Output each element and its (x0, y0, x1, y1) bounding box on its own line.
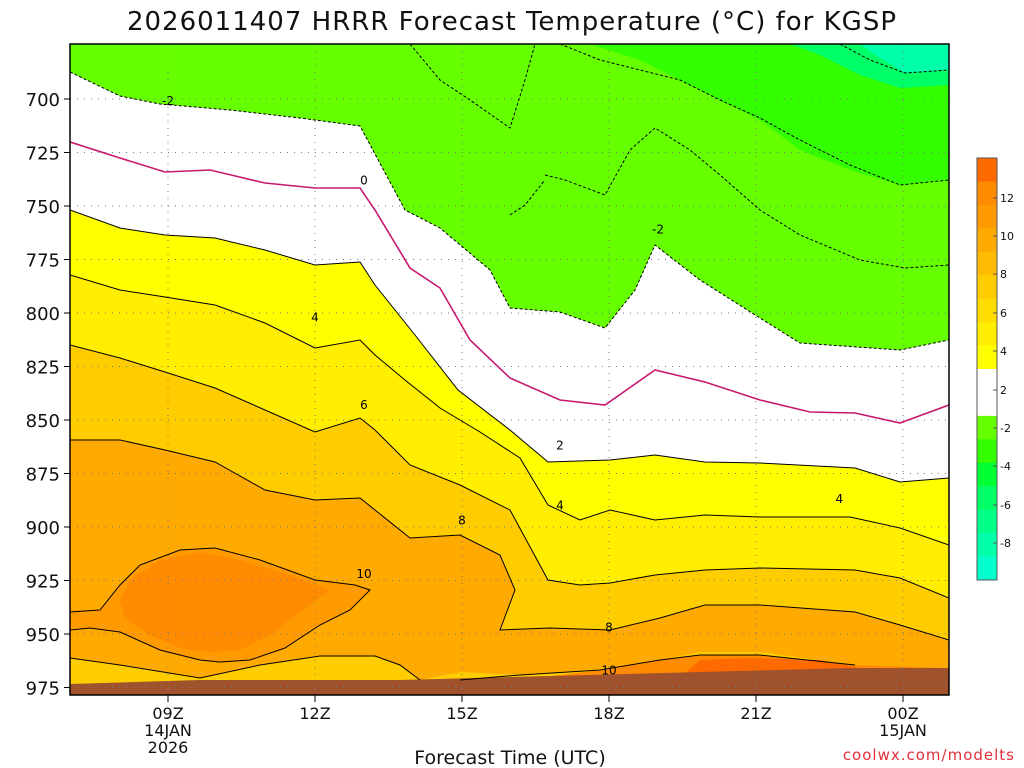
colorbar-label: 4 (1000, 345, 1007, 358)
region-minus-2-to-minus-4 (70, 44, 949, 350)
y-tick-label: 800 (26, 304, 60, 325)
isotherm-10-core (70, 547, 371, 663)
colorbar-band (977, 181, 997, 206)
colorbar-band (977, 158, 997, 182)
colorbar-label: -8 (1000, 537, 1011, 550)
x-tick-label: 21Z (740, 704, 771, 723)
colorbar-label: 10 (1000, 230, 1014, 243)
x-tick-label: 2026 (148, 738, 189, 757)
isotherm-8 (70, 439, 949, 641)
colorbar-label: 8 (1000, 268, 1007, 281)
y-tick-label: 750 (26, 197, 60, 218)
colorbar-label: -2 (1000, 422, 1011, 435)
colorbar-band (977, 298, 997, 323)
colorbar-band (977, 322, 997, 347)
colorbar-band (977, 204, 997, 229)
x-axis-title: Forecast Time (UTC) (414, 747, 605, 768)
y-tick-label: 900 (26, 518, 60, 539)
isotherm-2 (70, 209, 949, 483)
isotherm-minus-2-upper (70, 71, 949, 351)
colorbar-band (977, 251, 997, 276)
isotherm-8-lower (70, 655, 421, 681)
isotherm-label: 8 (605, 621, 613, 635)
isotherm-label: 8 (458, 514, 466, 528)
x-tick-label: 12Z (299, 704, 330, 723)
colorbar-label: -6 (1000, 499, 1011, 512)
colorbar-label: -4 (1000, 460, 1011, 473)
isotherm-6 (70, 344, 949, 599)
x-tick-label: 15Z (446, 704, 477, 723)
isotherm-minus-2-mid (544, 127, 949, 269)
colorbar-band (977, 556, 997, 581)
isotherm-label: 10 (601, 663, 616, 677)
y-tick-label: 950 (26, 625, 60, 646)
y-tick-label: 850 (26, 411, 60, 432)
isotherm-label: 2 (556, 439, 564, 453)
x-tick-label: 15JAN (879, 721, 927, 740)
y-tick-label: 975 (26, 679, 60, 700)
colorbar-label: 2 (1000, 384, 1007, 397)
isotherm-4 (70, 274, 949, 546)
colorbar-label: 12 (1000, 192, 1014, 205)
watermark: coolwx.com/modelts (843, 746, 1015, 764)
ground-surface (70, 668, 949, 695)
isotherm-label: 10 (356, 567, 371, 581)
isotherm-10-lower (459, 654, 856, 681)
x-tick-label: 09Z (152, 704, 183, 723)
colorbar-band (977, 462, 997, 487)
chart-title: 2026011407 HRRR Forecast Temperature (°C… (127, 7, 897, 37)
isotherm-label: 4 (835, 492, 843, 506)
isotherm-label: 6 (360, 398, 368, 412)
colorbar-band (977, 439, 997, 464)
isotherm-minus-4 (559, 44, 949, 186)
isotherm-label: 0 (360, 173, 368, 187)
colorbar-band (977, 533, 997, 558)
colorbar-band (977, 369, 997, 393)
colorbar-band (977, 345, 997, 370)
isotherm-minus-6 (839, 44, 949, 74)
colorbar-border (976, 157, 998, 581)
isotherm-labels: -2 0 -2 2 4 4 4 6 8 8 10 10 (162, 94, 843, 677)
y-tick-label: 775 (26, 251, 60, 272)
isotherm-label: -2 (162, 94, 174, 108)
x-tick-label: 00Z (887, 704, 918, 723)
colorbar-legend: 12 10 8 6 4 2 -2 -4 -6 -8 (976, 157, 1014, 581)
colorbar-band (977, 392, 997, 417)
plot-border (69, 43, 950, 696)
x-tick-label: 14JAN (144, 721, 192, 740)
y-tick-label: 825 (26, 358, 60, 379)
colorbar-band (977, 275, 997, 300)
y-tick-label: 925 (26, 572, 60, 593)
y-tick-label: 875 (26, 465, 60, 486)
isotherm-minus-2-lobe (409, 44, 536, 129)
isotherm-zero (70, 141, 949, 424)
y-axis: 700 725 750 775 800 825 850 875 900 925 950 975 (26, 90, 70, 700)
colorbar-band (977, 228, 997, 253)
plot-area: -2 0 -2 2 4 4 4 6 8 8 10 10 (70, 44, 949, 695)
region-minus-4-to-minus-6 (560, 44, 949, 185)
colorbar-label: 6 (1000, 307, 1007, 320)
isotherm-label: 4 (311, 310, 319, 324)
region-minus-8 (860, 44, 949, 73)
isotherm-label: 4 (556, 499, 564, 513)
y-tick-label: 700 (26, 90, 60, 111)
y-tick-label: 725 (26, 144, 60, 165)
colorbar-band (977, 509, 997, 534)
colorbar-band (977, 486, 997, 511)
colorbar-band (977, 415, 997, 440)
region-10-warm-core (120, 552, 330, 652)
isotherm-minus-2-right (509, 179, 546, 216)
x-tick-label: 18Z (593, 704, 624, 723)
isotherm-label: -2 (652, 223, 664, 237)
